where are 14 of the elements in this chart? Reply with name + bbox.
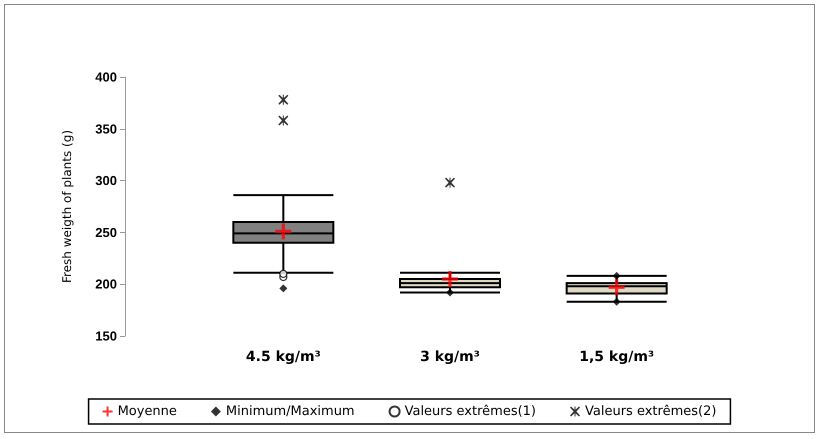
y-tick-label: 150 bbox=[95, 328, 117, 344]
x-tick-label: 4.5 kg/m³ bbox=[246, 349, 321, 365]
y-tick-label: 400 bbox=[95, 70, 117, 84]
y-tick-label: 250 bbox=[95, 224, 117, 240]
y-tick-label: 350 bbox=[95, 121, 117, 136]
x-tick-label: 3 kg/m³ bbox=[420, 349, 480, 365]
y-tick-label: 300 bbox=[95, 173, 117, 188]
y-tick-label: 200 bbox=[95, 276, 117, 292]
legend-label: Moyenne bbox=[118, 404, 177, 419]
x-tick-label: 1,5 kg/m³ bbox=[579, 349, 654, 365]
legend-label: Minimum/Maximum bbox=[226, 404, 355, 419]
legend-label: Valeurs extrêmes(1) bbox=[404, 404, 536, 419]
y-axis-title: Fresh weigth of plants (g) bbox=[60, 130, 74, 284]
legend-label: Valeurs extrêmes(2) bbox=[585, 404, 716, 419]
